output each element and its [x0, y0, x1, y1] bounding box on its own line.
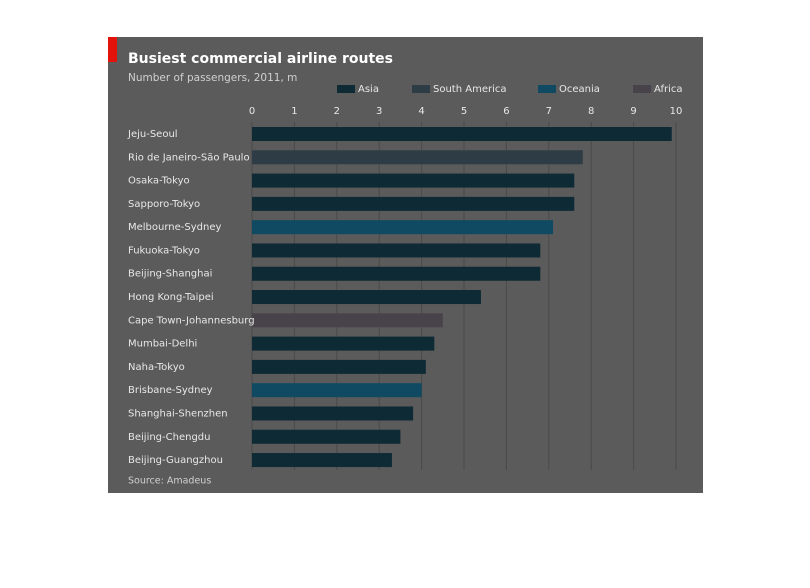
y-tick-label: Melbourne-Sydney — [128, 222, 222, 233]
y-tick-label: Cape Town-Johannesburg — [128, 315, 255, 326]
panel — [108, 37, 703, 493]
y-tick-label: Jeju-Seoul — [127, 129, 178, 140]
legend-swatch — [538, 85, 556, 93]
x-tick-label: 0 — [249, 106, 255, 117]
legend-swatch — [633, 85, 651, 93]
bar — [252, 290, 481, 305]
y-tick-label: Mumbai-Delhi — [128, 339, 197, 350]
bar — [252, 336, 435, 351]
x-tick-label: 10 — [670, 106, 683, 117]
y-tick-label: Brisbane-Sydney — [128, 385, 213, 396]
y-tick-label: Sapporo-Tokyo — [128, 199, 200, 210]
legend-label: South America — [433, 84, 507, 95]
y-tick-label: Beijing-Guangzhou — [128, 455, 223, 466]
bar — [252, 243, 541, 258]
bar — [252, 383, 422, 398]
legend-label: Asia — [358, 84, 379, 95]
bar — [252, 173, 575, 188]
legend-label: Africa — [654, 84, 683, 95]
y-tick-label: Beijing-Chengdu — [128, 432, 211, 443]
marks — [252, 127, 672, 468]
x-tick-label: 9 — [630, 106, 636, 117]
y-tick-label: Osaka-Tokyo — [128, 176, 190, 187]
chart-subtitle: Number of passengers, 2011, m — [128, 72, 297, 84]
legend-label: Oceania — [559, 84, 600, 95]
red-tab — [108, 37, 117, 62]
bar — [252, 220, 554, 235]
bar — [252, 150, 583, 165]
bar — [252, 127, 672, 141]
x-tick-label: 1 — [291, 106, 297, 117]
y-tick-label: Fukuoka-Tokyo — [128, 245, 200, 256]
legend-swatch — [337, 85, 355, 93]
x-tick-label: 3 — [376, 106, 382, 117]
y-tick-label: Naha-Tokyo — [128, 362, 185, 373]
y-tick-label: Shanghai-Shenzhen — [128, 408, 228, 419]
bar — [252, 406, 414, 421]
bar — [252, 359, 426, 374]
bar — [252, 429, 401, 444]
legend-swatch — [412, 85, 430, 93]
bar — [252, 453, 392, 468]
x-tick-label: 5 — [461, 106, 467, 117]
x-tick-label: 2 — [334, 106, 340, 117]
x-tick-label: 4 — [418, 106, 424, 117]
y-tick-label: Rio de Janeiro-São Paulo — [128, 152, 250, 163]
y-tick-label: Beijing-Shanghai — [128, 269, 212, 280]
bar — [252, 196, 575, 211]
source: Source: Amadeus — [128, 476, 211, 487]
chart-title: Busiest commercial airline routes — [128, 51, 393, 67]
bar — [252, 313, 443, 328]
x-tick-label: 8 — [588, 106, 594, 117]
y-tick-label: Hong Kong-Taipei — [128, 292, 214, 303]
bar — [252, 266, 541, 281]
x-tick-label: 6 — [503, 106, 509, 117]
x-tick-label: 7 — [546, 106, 552, 117]
